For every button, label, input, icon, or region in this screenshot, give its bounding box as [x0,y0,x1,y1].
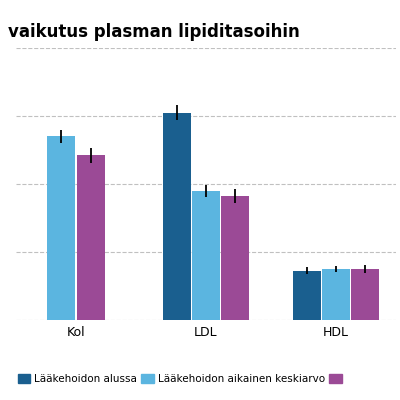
Bar [222,196,250,320]
Bar [292,271,320,320]
Bar [163,113,191,320]
Bar [322,269,350,320]
Bar [192,191,220,320]
Text: vaikutus plasman lipiditasoihin: vaikutus plasman lipiditasoihin [8,23,300,41]
Bar [78,155,106,320]
Legend: Lääkehoidon alussa, Lääkehoidon aikainen keskiarvo, : Lääkehoidon alussa, Lääkehoidon aikainen… [14,370,350,388]
Bar [46,136,74,320]
Bar [351,269,379,320]
